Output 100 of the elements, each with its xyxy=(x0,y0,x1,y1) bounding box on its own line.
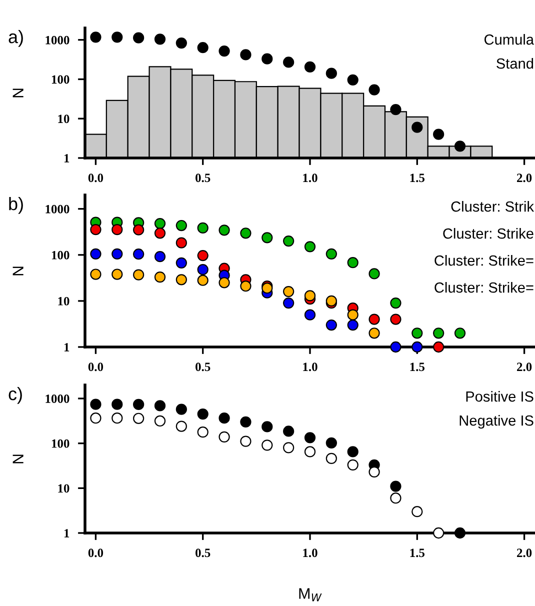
point xyxy=(390,314,402,325)
point xyxy=(326,319,337,331)
point xyxy=(133,32,144,44)
x-tick-label: 2.0 xyxy=(517,548,532,558)
point xyxy=(347,257,358,268)
point xyxy=(283,298,294,309)
text: a) xyxy=(8,30,23,47)
point xyxy=(283,286,294,298)
point xyxy=(197,42,208,54)
x-tick-label: 1.5 xyxy=(410,362,424,372)
point xyxy=(326,452,337,464)
point xyxy=(347,309,358,320)
point xyxy=(154,415,166,427)
point xyxy=(454,527,466,539)
y-tick-label: 10 xyxy=(58,296,70,306)
point xyxy=(154,228,166,239)
point xyxy=(240,49,252,60)
point xyxy=(390,298,402,309)
point xyxy=(240,280,252,292)
point xyxy=(304,432,316,444)
point xyxy=(433,328,444,339)
annotation: Cluster: Strike xyxy=(443,228,534,239)
point xyxy=(154,400,166,412)
x-tick-label: 0.0 xyxy=(88,174,104,182)
x-tick-label: 1.5 xyxy=(410,548,424,558)
x-tick-label: 0.5 xyxy=(196,174,210,182)
annotation: Cluster: Strike= xyxy=(434,282,534,293)
point xyxy=(218,277,230,288)
point xyxy=(368,314,380,325)
point xyxy=(412,341,423,353)
point xyxy=(368,328,380,339)
y-tick-label: 1000 xyxy=(46,36,70,44)
point xyxy=(454,328,466,339)
point xyxy=(112,412,123,424)
point xyxy=(112,224,123,236)
point xyxy=(390,341,402,353)
x-axis-title: M$_{W}$ xyxy=(299,588,322,602)
point xyxy=(133,248,144,260)
point xyxy=(154,218,166,230)
y-tick-label: 1000 xyxy=(46,204,70,214)
point xyxy=(262,232,273,244)
point xyxy=(218,45,230,57)
y-tick-label: 1 xyxy=(64,343,70,352)
x-tick-label: 0.5 xyxy=(196,362,210,372)
point xyxy=(433,128,444,140)
x-tick-label: 2.0 xyxy=(517,362,532,372)
point xyxy=(412,506,423,518)
annotation: Positive IS xyxy=(466,391,534,402)
y-axis-title: N xyxy=(12,266,24,276)
point xyxy=(176,420,187,432)
point xyxy=(90,224,102,236)
point xyxy=(133,269,144,280)
point xyxy=(304,61,316,73)
point xyxy=(240,416,252,428)
point xyxy=(154,272,166,283)
y-tick-label: 100 xyxy=(52,75,70,84)
annotation: Cluster: Strike= xyxy=(434,255,534,266)
annotation: Cluster: Strik xyxy=(451,201,534,212)
point xyxy=(412,328,423,339)
point xyxy=(176,257,187,268)
point xyxy=(454,140,466,152)
point xyxy=(176,274,187,286)
y-axis-title: N xyxy=(12,454,24,464)
point xyxy=(112,32,123,43)
point xyxy=(90,268,102,280)
point xyxy=(262,421,273,432)
point xyxy=(240,436,252,447)
point xyxy=(154,251,166,262)
point xyxy=(390,492,402,504)
point xyxy=(262,53,273,64)
y-tick-label: 10 xyxy=(58,484,70,493)
point xyxy=(304,241,316,252)
point xyxy=(326,68,337,79)
x-tick-label: 0.0 xyxy=(88,362,104,372)
point xyxy=(433,341,444,353)
point xyxy=(197,264,208,276)
point xyxy=(90,248,102,260)
point xyxy=(218,431,230,442)
point xyxy=(283,426,294,437)
point xyxy=(133,412,144,424)
point xyxy=(283,442,294,454)
y-tick-label: 1 xyxy=(64,154,70,162)
y-tick-label: 100 xyxy=(52,439,70,448)
point xyxy=(90,398,102,410)
x-tick-label: 1.0 xyxy=(303,174,318,182)
point xyxy=(197,408,208,420)
point xyxy=(133,398,144,410)
point xyxy=(197,222,208,234)
point xyxy=(368,268,380,280)
point xyxy=(176,404,187,415)
point xyxy=(176,237,187,248)
x-tick-label: 2.0 xyxy=(517,174,532,182)
point xyxy=(197,250,208,262)
point xyxy=(304,446,316,458)
point xyxy=(197,274,208,286)
y-tick-label: 1000 xyxy=(46,394,70,403)
point xyxy=(326,295,337,307)
point xyxy=(433,527,444,539)
point xyxy=(133,224,144,236)
annotation: Stand xyxy=(496,58,534,69)
